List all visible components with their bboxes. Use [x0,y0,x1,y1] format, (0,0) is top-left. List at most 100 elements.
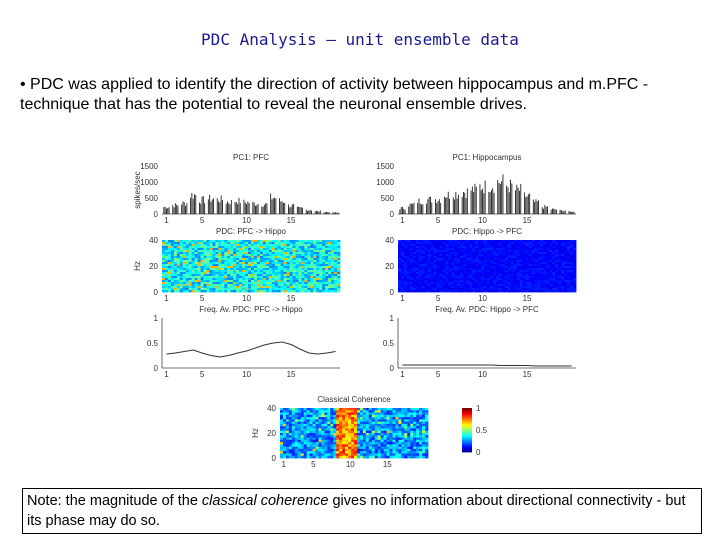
hm1-cell [531,258,535,261]
hm1-cell [463,254,467,257]
hm1-cell [487,288,491,291]
hm0-cell [248,252,252,255]
hm1-cell [537,242,541,245]
hm0-cell [221,246,225,249]
coh-cell [371,442,376,445]
hm0-cell [310,282,314,285]
hm1-cell [564,270,568,273]
hm1-cell [418,278,423,281]
hm0-cell [301,240,305,243]
hm1-cell [421,240,426,243]
hm0-cell [215,282,219,285]
hm1-cell [570,256,574,259]
hm0-cell [182,290,187,293]
coh-cell [339,442,343,445]
coh-cell [348,437,352,441]
hm1-cell [398,290,402,293]
hm0-cell [304,266,308,269]
coh-cell [365,446,370,450]
hm0-cell [289,258,293,261]
hm1-cell [543,242,547,245]
hm1-cell [409,290,414,293]
hm1-cell [398,270,402,273]
coh-cell [285,408,290,411]
hm0-cell [251,268,255,271]
hm0-cell [277,250,282,253]
hm1-cell [549,244,553,247]
hm1-cell [519,284,523,287]
coh-cell [324,417,328,420]
hm0-cell [283,262,287,265]
hm1-cell [427,266,432,269]
hm1-cell [442,264,446,267]
coh-cell [288,446,293,450]
hm1-cell [469,246,473,249]
hm0-cell [262,288,267,291]
coh-cell [383,455,387,459]
hm0-cell [262,284,267,287]
hm0-cell [215,272,219,275]
hm1-cell [439,240,443,243]
coh-cell [333,421,337,425]
hm0-cell [328,260,332,263]
hm1-cell [540,286,544,289]
hm0-cell [173,248,178,251]
coh-cell [342,430,346,434]
hm0-cell [307,278,311,281]
hm0-cell [176,258,181,261]
hm1-cell [475,286,479,289]
hm0-cell [200,272,204,275]
coh-cell [315,448,319,452]
hm1-cell [510,244,515,247]
hm0-cell [310,266,314,269]
hm0-cell [271,276,276,279]
hm0-cell [242,242,246,245]
hm1-cell [469,280,473,283]
hm1-cell [430,246,434,249]
coh-cell [368,433,373,436]
hm1-cell [466,274,470,277]
coh-cell [380,419,384,423]
hm1-cell [403,278,408,281]
hm1-cell [513,248,518,251]
hm0-cell [313,240,317,243]
hm1-cell [406,284,411,287]
hm1-cell [406,248,411,251]
coh-cell [306,446,310,450]
coh-cell [365,426,370,429]
hm1-cell [546,254,550,257]
coh-cell [368,414,373,418]
hm0-cell [331,250,335,253]
coh-cell [345,430,349,434]
coh-cell [300,428,305,432]
hm1-cell [558,260,562,263]
colorbar-cell [462,434,472,437]
coh-cell [362,433,367,436]
hm1-cell [436,268,440,271]
hm0-cell [185,260,190,263]
hm1-cell [525,244,529,247]
hm1-cell [418,256,423,259]
hm1-cell [561,290,565,293]
coh-cell [339,423,343,427]
coh-cell [401,412,405,416]
hm1-cell [398,286,402,289]
hm0-cell [200,284,204,287]
hm0-cell [197,258,201,261]
hm0-cell [221,286,225,289]
coh-cell [365,453,370,457]
coh-cell [297,421,302,425]
coh-cell [380,448,384,452]
coh-cell [380,410,384,413]
hm0-cell [164,274,169,277]
hm1-cell [418,270,423,273]
hm1-cell [427,248,432,251]
hm1-cell [433,256,437,259]
hm1-cell [573,268,577,271]
coh-cell [348,446,352,450]
coh-cell [380,446,384,450]
coh-cell [345,448,349,452]
hm1-cell [487,258,491,261]
hm0-cell [212,284,216,287]
hm0-cell [209,276,213,279]
